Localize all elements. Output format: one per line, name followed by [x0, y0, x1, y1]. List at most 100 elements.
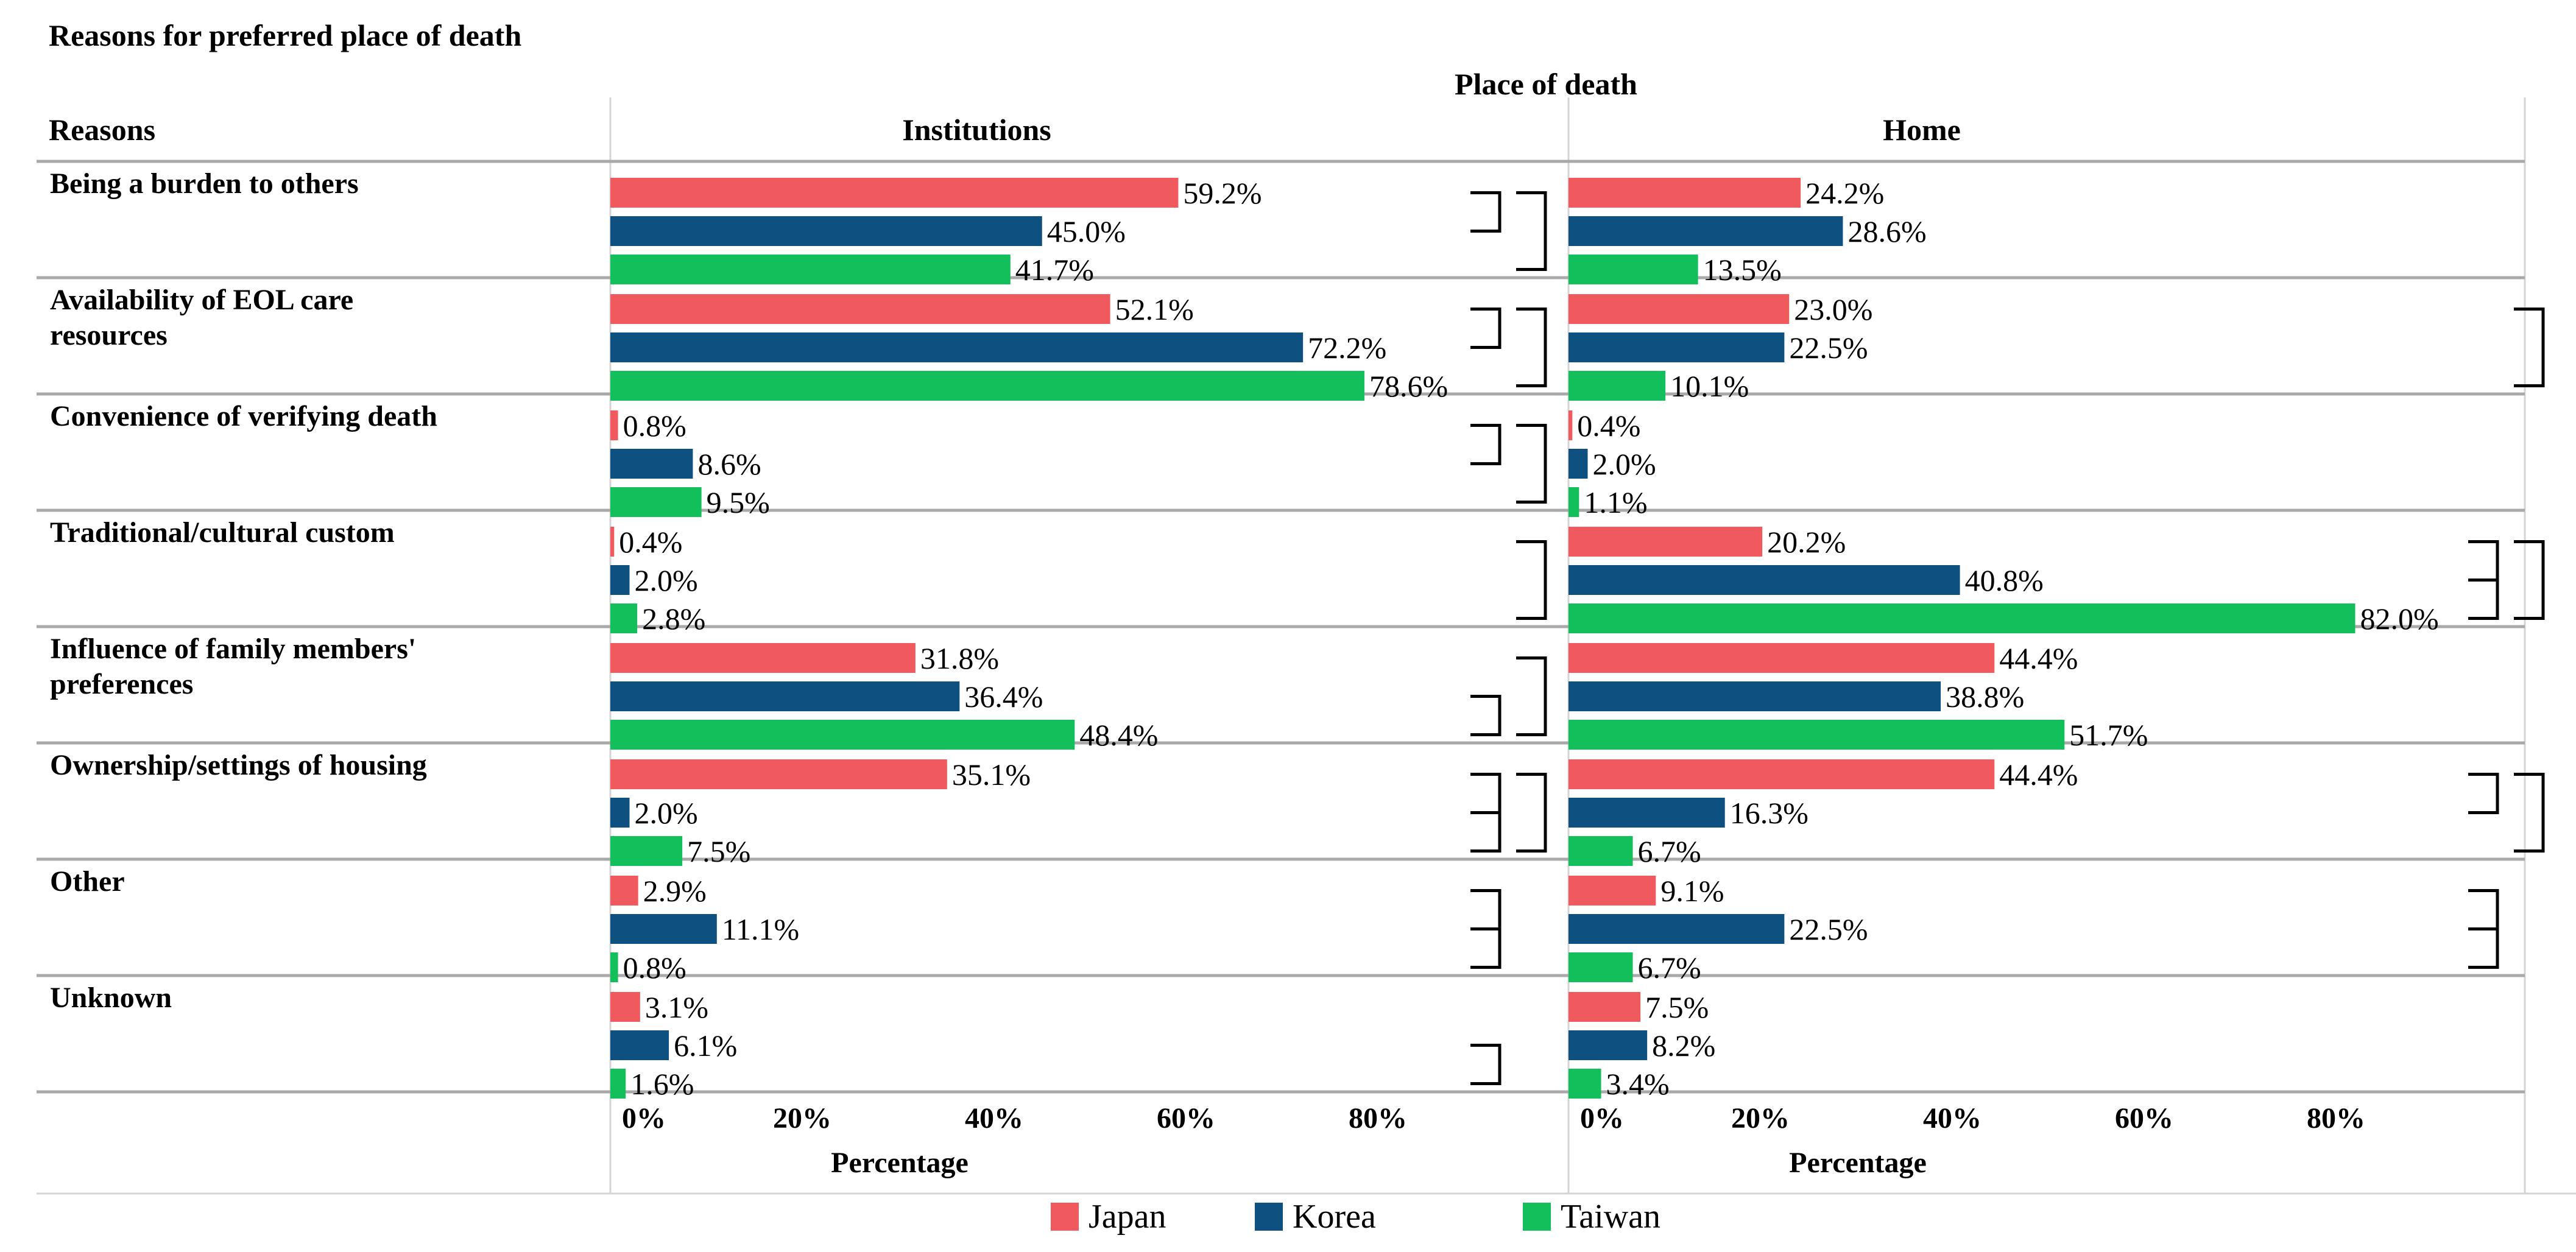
significance-bracket: [1516, 656, 1547, 736]
significance-bracket: [1470, 927, 1501, 969]
bar-institutions-japan: [610, 992, 640, 1022]
bar-home-korea: [1569, 449, 1588, 479]
data-label: 2.8%: [642, 602, 705, 636]
data-label: 23.0%: [1794, 292, 1872, 326]
data-label: 38.8%: [1946, 680, 2024, 714]
data-label: 0.4%: [1577, 409, 1640, 443]
significance-bracket: [1516, 773, 1547, 853]
chart-title: Reasons for preferred place of death: [49, 18, 521, 52]
data-label: 59.2%: [1183, 176, 1262, 210]
x-axis-title: Percentage: [1789, 1147, 1927, 1179]
legend-label-taiwan: Taiwan: [1561, 1198, 1660, 1236]
significance-bracket: [1470, 424, 1501, 465]
bar-institutions-taiwan: [610, 371, 1364, 401]
reason-label: Being a burden to others: [50, 167, 359, 200]
bar-institutions-japan: [610, 876, 638, 906]
bar-home-taiwan: [1569, 1069, 1601, 1099]
data-label: 20.2%: [1767, 525, 1846, 559]
data-label: 0.8%: [623, 951, 686, 985]
legend-swatch-taiwan: [1523, 1203, 1551, 1231]
data-label: 8.2%: [1652, 1029, 1715, 1063]
bar-home-taiwan: [1569, 720, 2065, 750]
reason-label: Unknown: [50, 982, 172, 1014]
bar-institutions-taiwan: [610, 603, 638, 633]
x-tick-label: 80%: [1349, 1102, 1407, 1134]
bar-home-japan: [1569, 294, 1790, 324]
data-label: 1.6%: [630, 1067, 694, 1101]
bar-institutions-korea: [610, 565, 630, 595]
data-label: 72.2%: [1308, 331, 1386, 365]
data-label: 48.4%: [1079, 718, 1158, 752]
x-tick-label: 80%: [2307, 1102, 2365, 1134]
significance-bracket: [1470, 811, 1501, 853]
significance-bracket: [1516, 424, 1547, 504]
significance-bracket: [1470, 695, 1501, 736]
bar-institutions-korea: [610, 332, 1304, 362]
significance-bracket: [2514, 773, 2545, 853]
significance-bracket: [1516, 308, 1547, 387]
significance-bracket: [2468, 889, 2499, 930]
x-tick-label: 0%: [622, 1102, 666, 1134]
bar-home-taiwan: [1569, 603, 2355, 633]
data-label: 78.6%: [1369, 369, 1448, 403]
x-axis-title: Percentage: [831, 1147, 969, 1179]
significance-bracket: [2468, 540, 2499, 582]
bar-institutions-japan: [610, 759, 947, 789]
significance-bracket: [1516, 540, 1547, 620]
panel-header-institutions: Institutions: [902, 113, 1051, 147]
bar-home-korea: [1569, 914, 1785, 944]
bar-institutions-korea: [610, 1030, 669, 1060]
significance-bracket: [2514, 540, 2545, 620]
data-label: 6.7%: [1638, 951, 1701, 985]
data-label: 22.5%: [1789, 912, 1868, 946]
bar-home-korea: [1569, 681, 1941, 711]
reason-label: Influence of family members': [50, 633, 416, 665]
data-label: 8.6%: [697, 447, 761, 481]
data-label: 44.4%: [1999, 758, 2078, 792]
significance-bracket: [1470, 773, 1501, 814]
significance-bracket: [1516, 191, 1547, 271]
column-group-label: Place of death: [1455, 67, 1637, 101]
data-label: 35.1%: [952, 758, 1031, 792]
reason-label: Traditional/cultural custom: [50, 516, 395, 549]
data-label: 82.0%: [2360, 602, 2439, 636]
data-label: 2.0%: [1593, 447, 1656, 481]
bar-institutions-korea: [610, 914, 717, 944]
bar-home-japan: [1569, 178, 1801, 208]
bar-institutions-taiwan: [610, 836, 683, 866]
bar-home-korea: [1569, 216, 1843, 246]
x-tick-label: 20%: [773, 1102, 831, 1134]
data-label: 1.1%: [1584, 485, 1647, 519]
reason-label: Ownership/settings of housing: [50, 749, 427, 781]
bar-home-taiwan: [1569, 952, 1633, 982]
reason-label: Other: [50, 865, 125, 898]
data-label: 2.9%: [643, 874, 707, 908]
legend-label-korea: Korea: [1293, 1198, 1376, 1236]
bar-institutions-taiwan: [610, 720, 1075, 750]
bar-institutions-taiwan: [610, 255, 1011, 284]
bar-home-japan: [1569, 527, 1763, 557]
bar-institutions-taiwan: [610, 1069, 626, 1099]
data-label: 13.5%: [1703, 253, 1782, 287]
data-label: 9.1%: [1660, 874, 1724, 908]
bar-institutions-taiwan: [610, 952, 618, 982]
significance-bracket: [2468, 927, 2499, 969]
data-label: 41.7%: [1015, 253, 1094, 287]
bar-home-taiwan: [1569, 836, 1633, 866]
bar-home-taiwan: [1569, 255, 1698, 284]
significance-bracket: [1470, 889, 1501, 930]
data-label: 7.5%: [1645, 990, 1709, 1024]
significance-bracket: [2468, 579, 2499, 620]
data-label: 0.4%: [619, 525, 682, 559]
bar-institutions-japan: [610, 178, 1179, 208]
data-label: 0.8%: [623, 409, 686, 443]
bar-institutions-korea: [610, 449, 693, 479]
bar-home-japan: [1569, 992, 1641, 1022]
x-tick-label: 20%: [1731, 1102, 1790, 1134]
reason-label: Availability of EOL care: [50, 284, 353, 316]
reason-label: resources: [50, 319, 168, 351]
data-label: 28.6%: [1847, 214, 1926, 248]
significance-bracket: [1470, 1044, 1501, 1085]
data-label: 36.4%: [964, 680, 1043, 714]
